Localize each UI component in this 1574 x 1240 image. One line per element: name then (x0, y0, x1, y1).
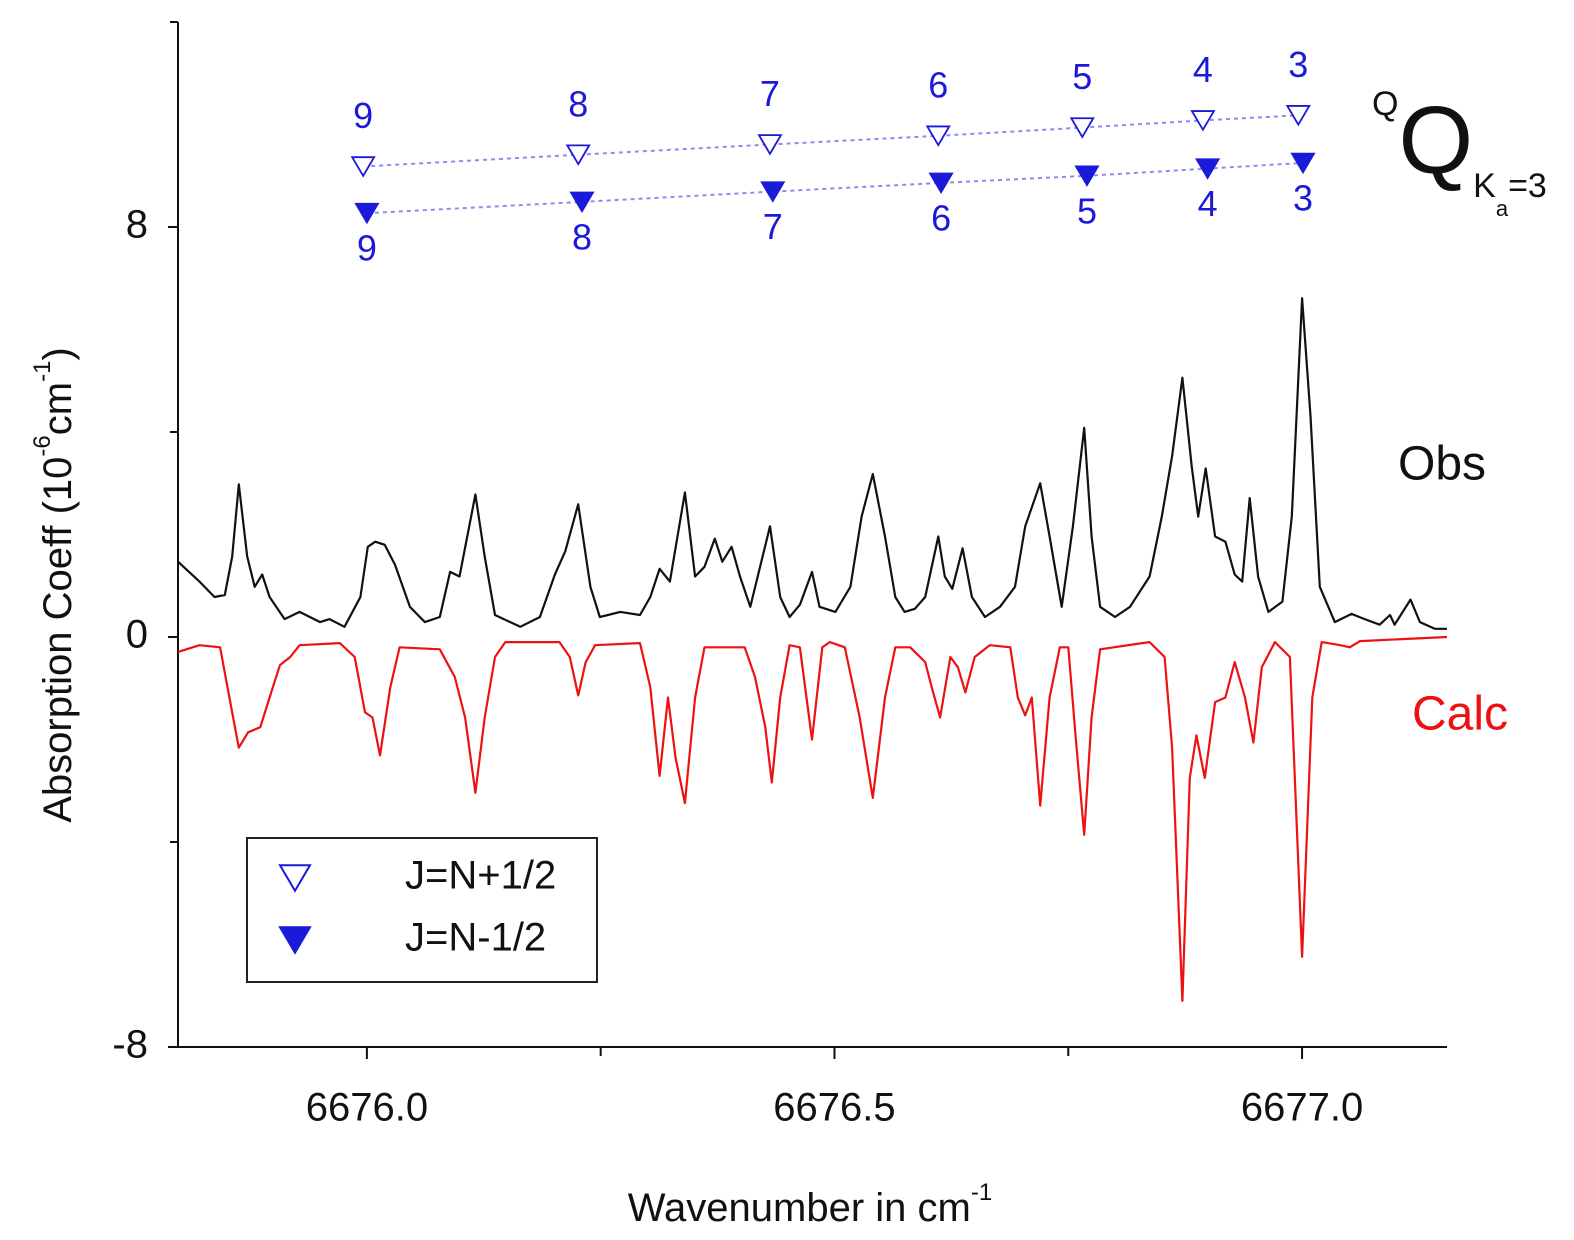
triangle-marker (928, 172, 954, 195)
annotation-sub: K (1473, 167, 1496, 205)
marker-label: 6 (931, 197, 951, 238)
triangle-marker (569, 191, 595, 214)
marker-label: 9 (353, 95, 373, 136)
y-axis-label-sup: -6 (29, 435, 56, 456)
triangle-marker (760, 181, 786, 203)
marker-label: 4 (1193, 49, 1213, 90)
y-tick-label: 0 (126, 613, 148, 657)
triangle-marker (925, 125, 951, 147)
triangle-marker (354, 202, 380, 225)
y-axis-label: Absorption Coeff (10-6cm-1) (29, 347, 79, 823)
triangle-marker (1285, 105, 1311, 127)
y-axis-label-part: cm (36, 382, 80, 435)
annotation-sup: Q (1372, 85, 1398, 123)
y-tick-label: -8 (112, 1023, 148, 1067)
x-axis-label: Wavenumber in cm-1 (628, 1179, 992, 1229)
marker-label: 8 (568, 83, 588, 124)
triangle-marker (565, 144, 591, 166)
x-tick-label: 6676.0 (306, 1086, 428, 1130)
triangle-marker (1074, 165, 1100, 187)
triangle-marker (757, 134, 783, 156)
triangle-marker (1190, 110, 1216, 132)
annotation-tail: =3 (1508, 167, 1547, 205)
spectrum-line (177, 297, 1447, 630)
marker-label: 4 (1198, 183, 1218, 224)
annotation: QQKa=3 (1372, 85, 1547, 221)
x-tick-label: 6676.5 (773, 1086, 895, 1130)
marker-label: 6 (928, 64, 948, 105)
series-label: Calc (1412, 688, 1508, 741)
x-axis-label-part: Wavenumber in cm (628, 1186, 971, 1230)
y-axis-label-sup: -1 (29, 361, 56, 382)
marker-label: 5 (1072, 56, 1092, 97)
marker-label: 8 (572, 216, 592, 257)
legend-marker (278, 864, 312, 893)
spectrum-line (177, 635, 1448, 1002)
marker-label: 5 (1077, 190, 1097, 231)
marker-connector (366, 161, 1304, 215)
triangle-marker (350, 156, 376, 178)
y-tick-label: 8 (126, 203, 148, 247)
legend-label: J=N+1/2 (405, 854, 556, 898)
triangle-marker (1069, 117, 1095, 139)
series-label: Obs (1398, 438, 1486, 491)
y-axis-label-part: ) (36, 347, 80, 360)
triangle-marker (1195, 158, 1221, 180)
legend-box (246, 837, 598, 983)
annotation-subsub: a (1496, 196, 1509, 221)
marker-label: 7 (760, 73, 780, 114)
legend-marker (278, 926, 312, 955)
marker-label: 7 (763, 206, 783, 247)
y-axis-label-part: Absorption Coeff (10 (36, 457, 80, 823)
legend-label: J=N-1/2 (405, 916, 546, 960)
marker-label: 3 (1288, 44, 1308, 85)
x-axis-label-sup: -1 (971, 1179, 992, 1206)
triangle-marker (1290, 152, 1316, 175)
marker-connector (363, 114, 1299, 168)
marker-label: 3 (1293, 177, 1313, 218)
marker-label: 9 (357, 228, 377, 269)
annotation-main: Q (1398, 87, 1473, 194)
x-tick-label: 6677.0 (1241, 1086, 1363, 1130)
